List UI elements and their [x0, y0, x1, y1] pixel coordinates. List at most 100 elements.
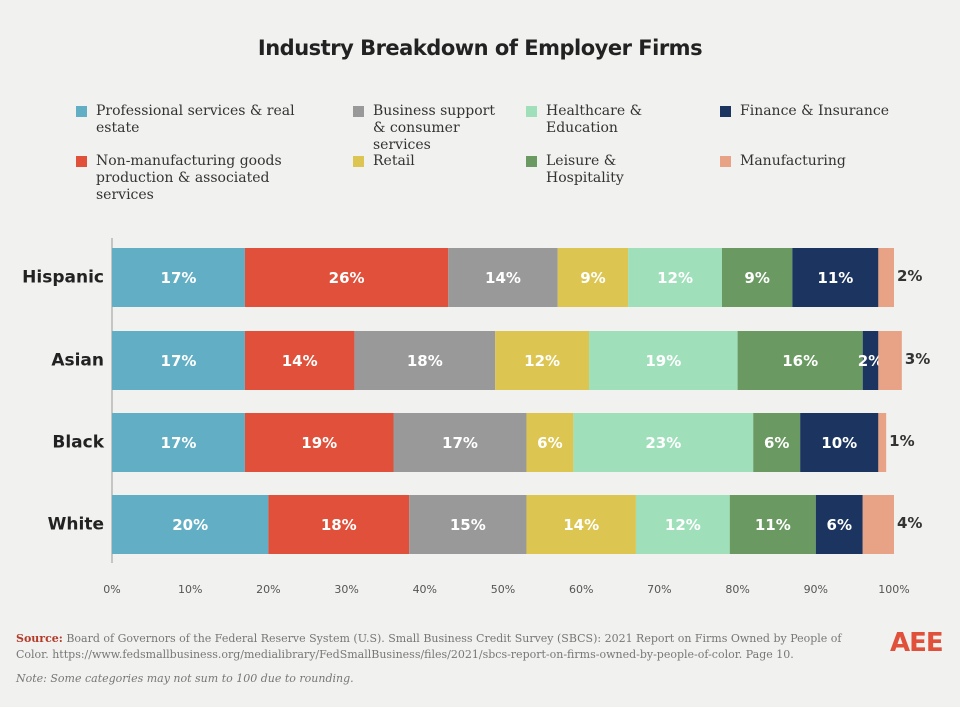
data-label: 16%: [782, 352, 818, 370]
bar-segment: [815, 495, 863, 554]
legend-swatch: [526, 156, 537, 167]
legend-item: Manufacturing: [720, 153, 890, 170]
bar-segment: [589, 331, 738, 390]
x-tick-label: 70%: [647, 583, 671, 596]
legend-swatch: [720, 106, 731, 117]
data-label: 12%: [665, 516, 701, 534]
x-tick-label: 60%: [569, 583, 593, 596]
y-tick-label: Asian: [51, 351, 104, 371]
bar-segment: [721, 248, 793, 307]
legend-item: Business support & consumer services: [353, 103, 503, 154]
x-tick-label: 50%: [491, 583, 515, 596]
data-label: 6%: [537, 434, 562, 452]
bar-segment: [244, 413, 394, 472]
legend-swatch: [526, 106, 537, 117]
bar-segment: [792, 248, 879, 307]
legend-label: Retail: [373, 153, 415, 169]
legend-item: Healthcare & Education: [526, 103, 696, 137]
data-label: 11%: [755, 516, 791, 534]
source-text: Board of Governors of the Federal Reserv…: [16, 632, 842, 661]
data-label: 9%: [744, 269, 769, 287]
legend-swatch: [76, 156, 87, 167]
data-label: 12%: [657, 269, 693, 287]
bar-segment: [112, 413, 245, 472]
data-label: 17%: [442, 434, 478, 452]
legend-item: Non-manufacturing goods production & ass…: [76, 153, 326, 204]
data-label: 4%: [897, 514, 922, 532]
y-tick-label: Hispanic: [22, 268, 104, 288]
y-tick-label: Black: [52, 433, 104, 453]
bar-segment: [526, 495, 636, 554]
bar-segment: [393, 413, 527, 472]
legend-swatch: [76, 106, 87, 117]
bar-segment: [800, 413, 879, 472]
bar-segment: [729, 495, 816, 554]
legend-label: Business support & consumer services: [373, 103, 495, 153]
bar-segment: [628, 248, 722, 307]
legend-swatch: [353, 106, 364, 117]
y-tick-label: White: [48, 515, 104, 535]
data-label: 11%: [817, 269, 853, 287]
legend-swatch: [353, 156, 364, 167]
bar-segment: [244, 331, 355, 390]
x-tick-label: 100%: [878, 583, 909, 596]
bar-segment: [878, 413, 887, 472]
bar-segment: [268, 495, 410, 554]
data-label: 17%: [161, 434, 197, 452]
data-label: 17%: [161, 269, 197, 287]
legend-item: Leisure & Hospitality: [526, 153, 696, 187]
x-tick-label: 80%: [725, 583, 749, 596]
bar-segment: [244, 248, 449, 307]
data-label: 9%: [580, 269, 605, 287]
data-label: 6%: [764, 434, 789, 452]
legend-label: Non-manufacturing goods production & ass…: [96, 153, 282, 203]
data-label: 17%: [161, 352, 197, 370]
x-tick-label: 30%: [334, 583, 358, 596]
data-label: 19%: [301, 434, 337, 452]
bar-segment: [557, 248, 629, 307]
bar-segment: [112, 331, 245, 390]
bar-segment: [862, 331, 879, 390]
bar-segment: [753, 413, 801, 472]
data-label: 12%: [524, 352, 560, 370]
x-tick-label: 10%: [178, 583, 202, 596]
x-tick-label: 0%: [103, 583, 120, 596]
bar-segment: [354, 331, 496, 390]
legend-label: Professional services & real estate: [96, 103, 295, 136]
chart-title: Industry Breakdown of Employer Firms: [257, 36, 703, 60]
data-label: 1%: [889, 432, 914, 450]
bar-segment: [112, 248, 245, 307]
legend-item: Finance & Insurance: [720, 103, 890, 120]
data-label: 6%: [827, 516, 852, 534]
x-tick-label: 90%: [804, 583, 828, 596]
data-label: 10%: [821, 434, 857, 452]
data-label: 26%: [329, 269, 365, 287]
legend-item: Professional services & real estate: [76, 103, 336, 137]
bar-segment: [448, 248, 558, 307]
data-label: 20%: [172, 516, 208, 534]
data-label: 15%: [450, 516, 486, 534]
bar-segment: [112, 495, 269, 554]
legend-label: Healthcare & Education: [546, 103, 643, 136]
bar-segment: [878, 331, 902, 390]
data-label: 18%: [321, 516, 357, 534]
note: Note: Some categories may not sum to 100…: [16, 672, 354, 685]
x-tick-label: 40%: [413, 583, 437, 596]
source-label: Source:: [16, 632, 63, 645]
legend-item: Retail: [353, 153, 503, 170]
legend-swatch: [720, 156, 731, 167]
data-label: 2%: [897, 267, 922, 285]
bar-segment: [737, 331, 863, 390]
bar-segment: [635, 495, 730, 554]
data-label: 14%: [563, 516, 599, 534]
legend-label: Leisure & Hospitality: [546, 153, 624, 186]
bar-segment: [526, 413, 574, 472]
logo: AEE: [890, 628, 944, 658]
bar-segment: [409, 495, 527, 554]
bar-segment: [878, 248, 894, 307]
data-label: 3%: [905, 350, 930, 368]
data-label: 14%: [485, 269, 521, 287]
legend-label: Manufacturing: [740, 153, 846, 169]
